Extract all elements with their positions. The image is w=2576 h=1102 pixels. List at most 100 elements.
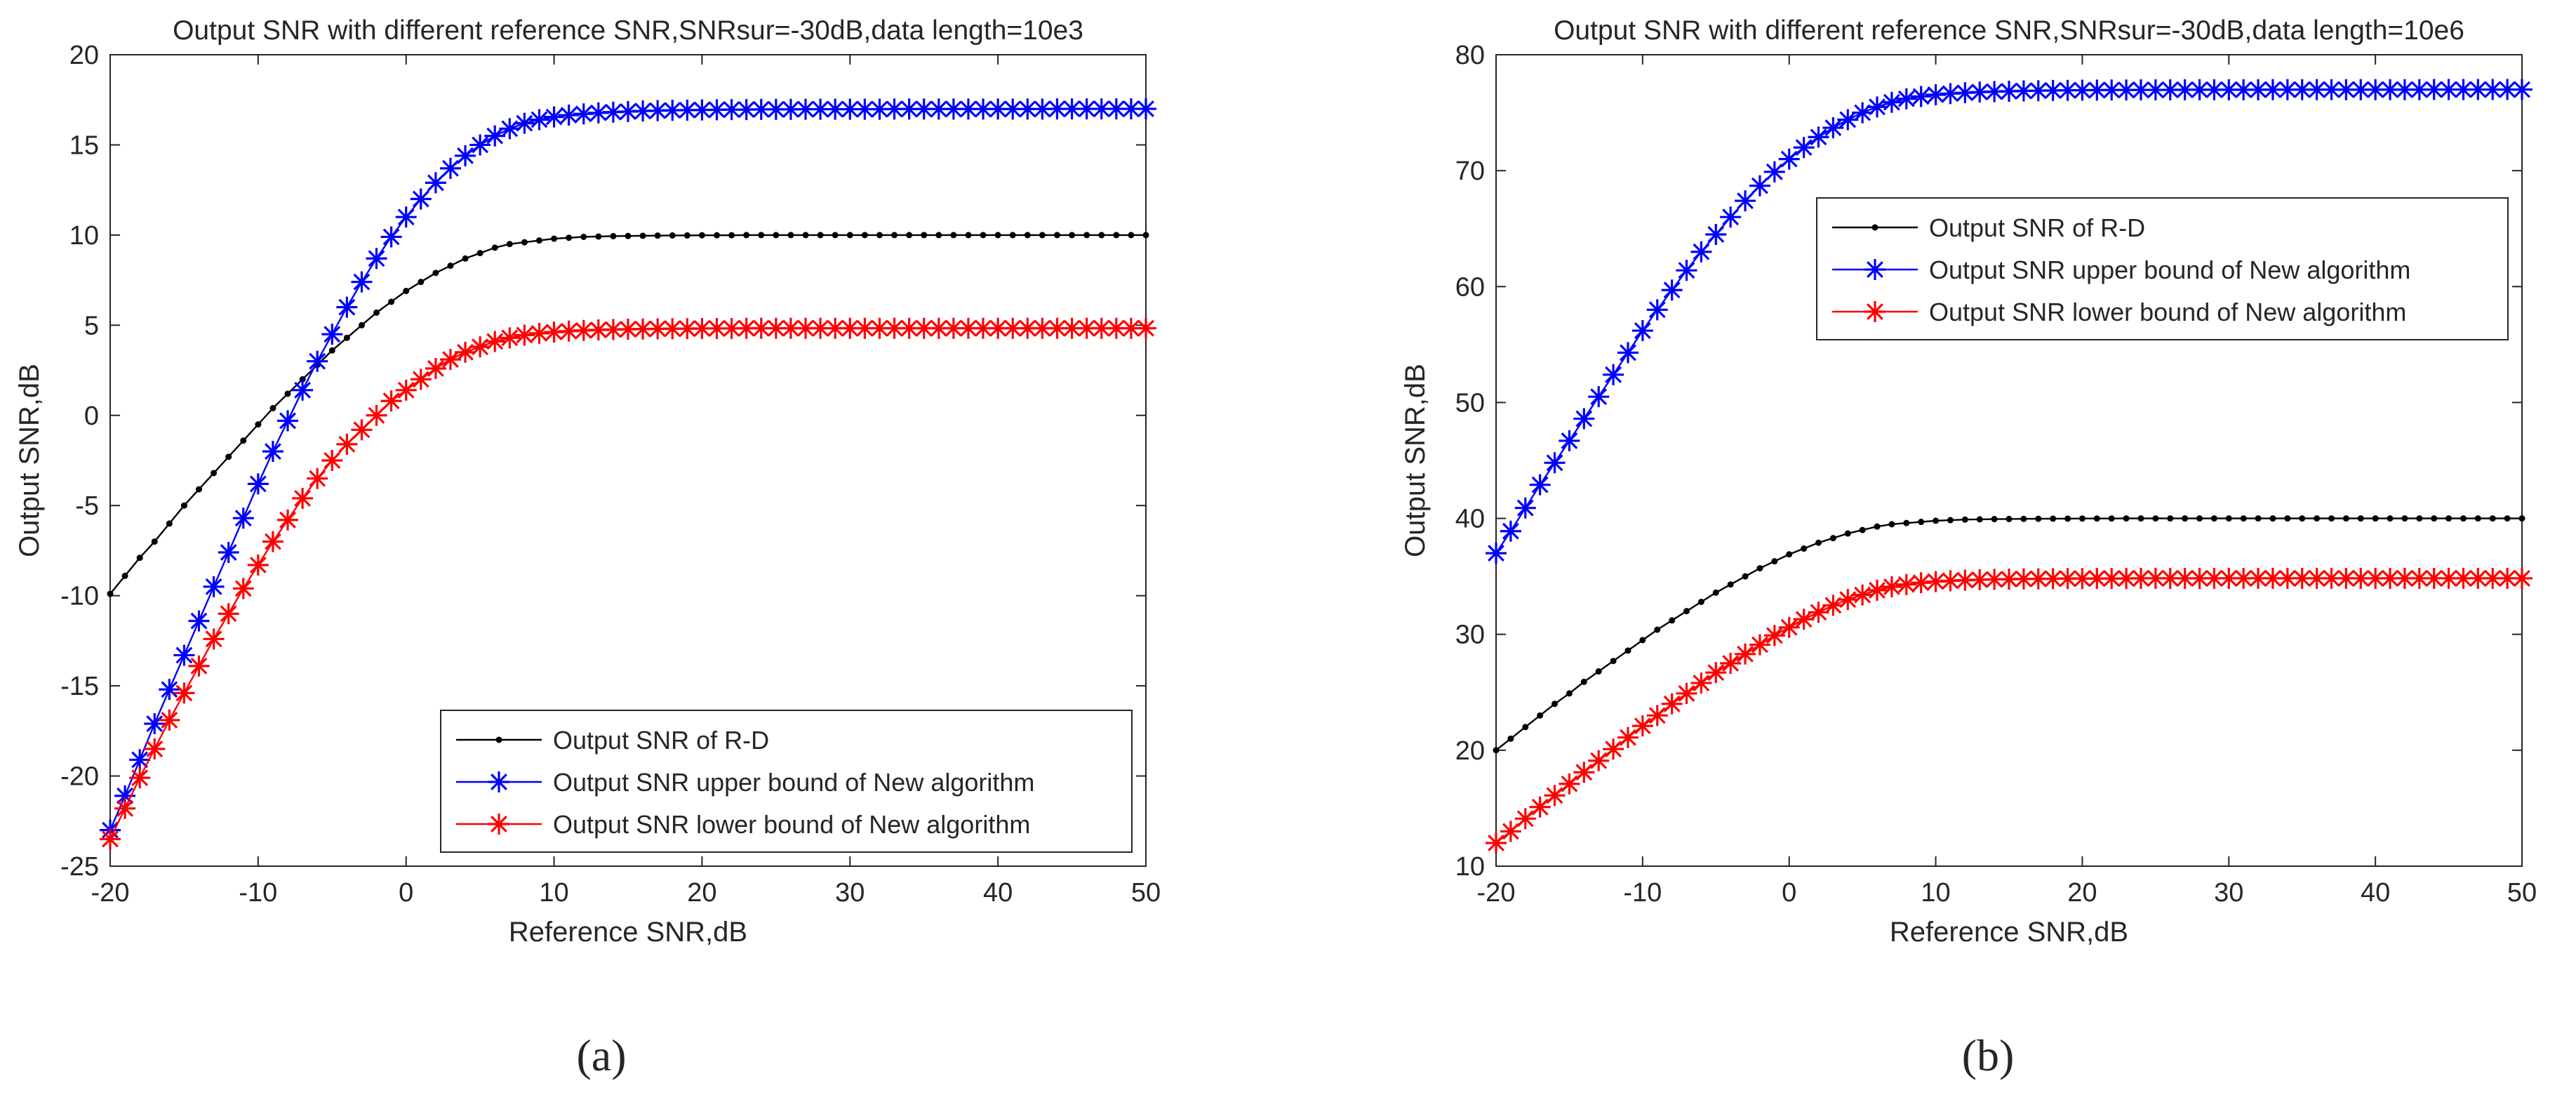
data-point [1940, 570, 1961, 592]
data-point [2218, 79, 2240, 100]
data-point [2438, 567, 2460, 589]
data-point [1544, 452, 1566, 474]
data-point [1852, 584, 1874, 606]
data-point [388, 298, 395, 305]
data-point [662, 318, 683, 340]
data-point [499, 118, 521, 140]
data-point [484, 125, 506, 147]
data-point [1090, 98, 1112, 120]
data-point [1735, 190, 1756, 212]
legend-swatch-marker [1864, 259, 1886, 280]
data-point [321, 324, 343, 345]
legend-item: Output SNR lower bound of New algorithm [1832, 298, 2406, 326]
legend: Output SNR of R-D Output SNR upper bound … [440, 710, 1133, 853]
data-point [2401, 515, 2408, 522]
data-point [795, 317, 817, 339]
data-point [1910, 86, 1932, 107]
y-tick-label: 30 [1455, 620, 1485, 650]
data-point [2248, 79, 2269, 100]
data-point [602, 101, 624, 123]
data-point [1903, 519, 1910, 526]
series-1 [100, 98, 1156, 841]
data-point [750, 317, 772, 339]
data-point [2423, 79, 2445, 100]
data-point [1522, 724, 1529, 731]
data-point [2497, 567, 2518, 589]
data-point [1603, 738, 1624, 760]
data-point [180, 502, 187, 509]
data-point [321, 450, 343, 471]
data-point [2306, 79, 2328, 100]
legend-swatch-marker [495, 736, 502, 743]
data-point [1756, 565, 1763, 572]
data-point [854, 98, 876, 120]
data-point [1559, 773, 1580, 795]
series-2 [1486, 567, 2532, 854]
data-point [366, 248, 387, 270]
data-point [1142, 232, 1149, 239]
data-point [476, 250, 483, 257]
data-point [2291, 79, 2313, 100]
data-point [2248, 567, 2269, 589]
data-point [883, 317, 905, 339]
data-point [2482, 79, 2504, 100]
data-point [351, 271, 373, 293]
data-point [1683, 608, 1690, 615]
data-point [499, 327, 521, 349]
data-point [1514, 808, 1536, 830]
data-point [691, 317, 713, 339]
data-point [610, 232, 617, 239]
data-point [543, 106, 565, 128]
data-point [1566, 690, 1573, 697]
data-point [1610, 658, 1617, 665]
legend-item: Output SNR upper bound of New algorithm [1832, 255, 2410, 284]
data-point [269, 405, 276, 412]
data-point [410, 369, 432, 390]
x-axis-label: Reference SNR,dB [1890, 917, 2128, 948]
data-point [535, 237, 542, 244]
data-point [2071, 568, 2093, 590]
data-point [2203, 567, 2225, 589]
data-point [1559, 430, 1580, 451]
y-tick-label: 10 [69, 221, 99, 251]
data-point [1998, 569, 2020, 590]
data-point [1690, 241, 1712, 263]
data-point [795, 98, 817, 120]
data-point [366, 404, 387, 426]
data-point [913, 317, 935, 339]
data-point [1493, 747, 1500, 754]
data-point [773, 232, 780, 239]
data-point [351, 419, 373, 441]
data-point [1874, 523, 1881, 530]
data-point [1046, 317, 1068, 339]
data-point [1984, 81, 2006, 102]
data-point [277, 410, 299, 432]
data-point [861, 232, 868, 239]
data-point [2071, 79, 2093, 101]
data-point [846, 232, 853, 239]
data-point [2057, 568, 2078, 590]
data-point [484, 331, 506, 352]
data-point [1076, 317, 1097, 339]
data-point [1529, 796, 1551, 818]
data-point [817, 232, 824, 239]
data-point [1083, 232, 1090, 239]
data-point [1002, 317, 1024, 339]
series-2 [100, 317, 1156, 850]
data-point [2423, 567, 2445, 589]
data-point [1105, 98, 1127, 120]
data-point [2108, 515, 2115, 522]
data-point [1763, 625, 1785, 646]
data-point [2174, 79, 2196, 100]
data-point [2445, 515, 2452, 522]
y-tick-label: -20 [60, 762, 99, 792]
data-point [1573, 762, 1595, 783]
data-point [2350, 79, 2372, 100]
data-point [721, 317, 742, 339]
data-point [721, 99, 742, 121]
data-point [714, 232, 721, 239]
data-point [1654, 626, 1661, 633]
x-tick-label: 20 [687, 878, 716, 908]
data-point [1697, 598, 1704, 605]
